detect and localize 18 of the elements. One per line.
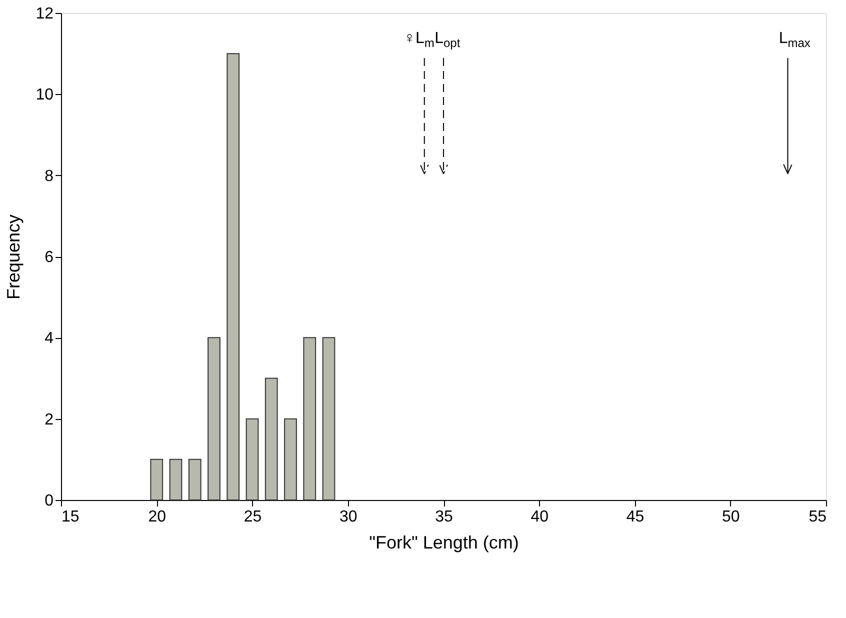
y-axis-title: Frequency: [4, 214, 24, 300]
y-tick-label: 6: [44, 249, 54, 266]
x-tick-label: 55: [808, 508, 827, 526]
x-tick-label: 35: [435, 508, 453, 526]
y-tick-label: 0: [44, 492, 54, 510]
x-tick-label: 25: [244, 508, 262, 526]
y-tick-label: 10: [36, 86, 54, 104]
x-tick-label: 15: [62, 508, 80, 526]
y-tick-label: 4: [44, 330, 54, 348]
x-tick-label: 20: [148, 508, 166, 526]
y-tick-label: 2: [44, 411, 54, 428]
y-tick-label: 12: [36, 6, 54, 22]
x-tick-label: 40: [530, 508, 549, 526]
x-axis-title: "Fork" Length (cm): [369, 532, 519, 552]
x-tick-label: 50: [722, 508, 740, 526]
y-tick-label: 8: [44, 168, 54, 185]
x-tick-label: 45: [626, 508, 644, 526]
x-tick-label: 30: [339, 508, 358, 526]
